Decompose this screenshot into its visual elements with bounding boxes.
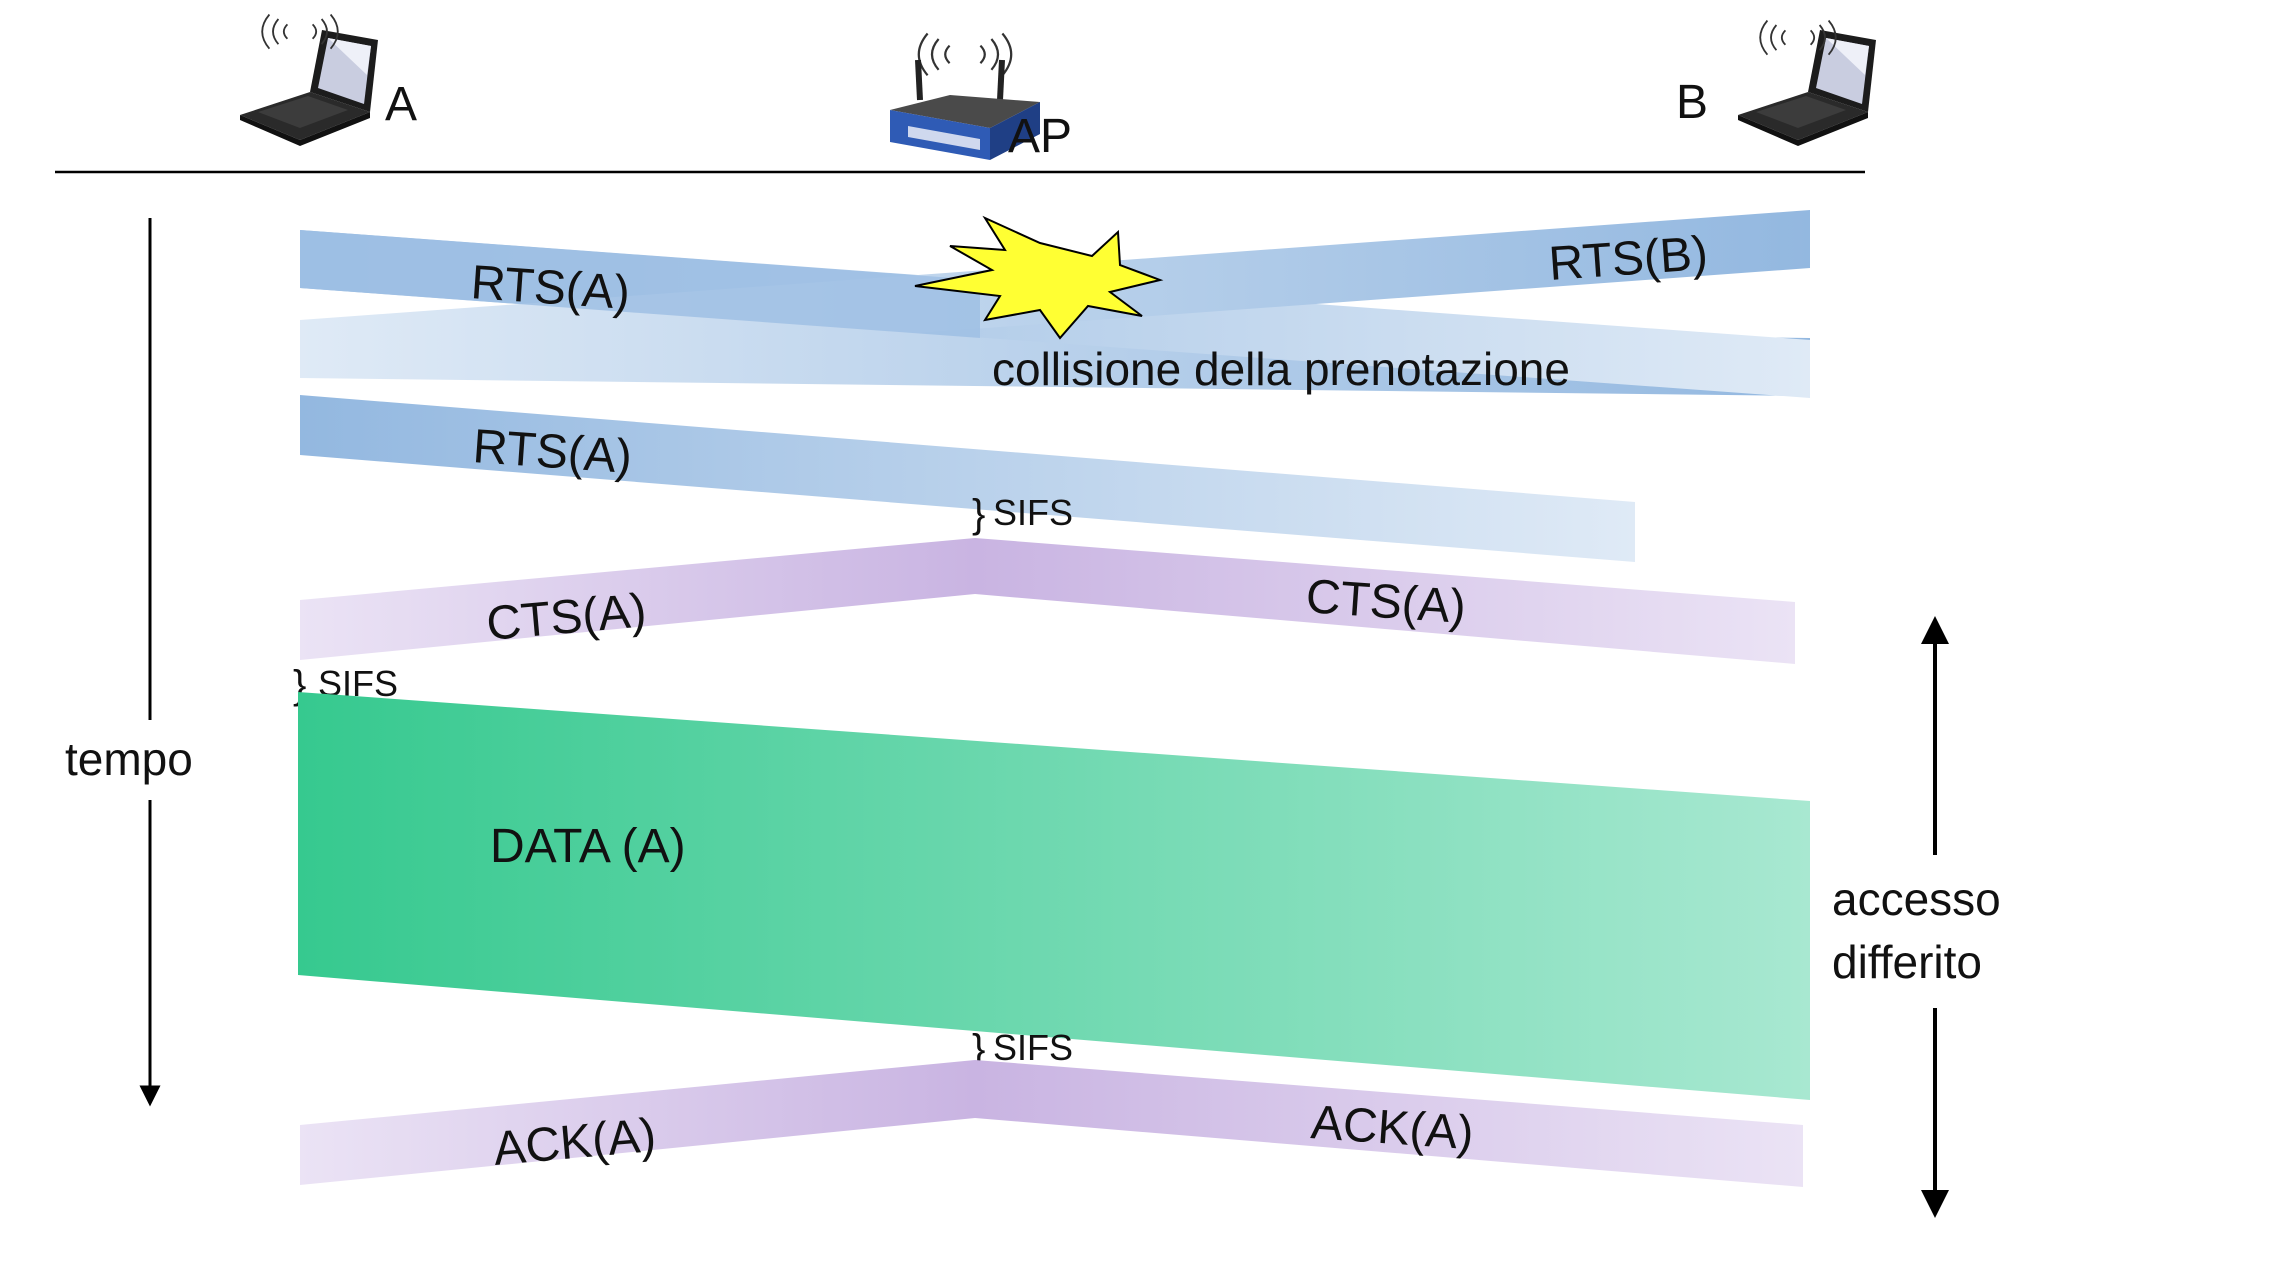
access-point-label: AP: [1008, 110, 1072, 163]
collision-burst-icon: [914, 215, 1164, 340]
cts-label-right: CTS(A): [1304, 570, 1467, 634]
laptop-b-icon: [1738, 19, 1876, 146]
station-a-label: A: [385, 78, 417, 131]
station-a: A: [240, 13, 417, 146]
cts-band-left: [300, 538, 975, 660]
time-axis-label: tempo: [65, 733, 193, 785]
sifs-label-3: SIFS: [993, 1027, 1073, 1068]
ack-band-right: [975, 1060, 1803, 1187]
access-point: AP: [890, 32, 1072, 163]
deferred-access-label-line2: differito: [1832, 936, 1982, 988]
cts-band-right: [975, 538, 1795, 664]
sifs-label-1: SIFS: [993, 492, 1073, 533]
rts-a-band-strip: [300, 230, 980, 338]
rts-a-label-1: RTS(A): [469, 256, 631, 320]
station-b-label: B: [1676, 76, 1708, 129]
data-label: DATA (A): [490, 820, 686, 873]
data-band: [298, 692, 1810, 1100]
ack-band-left: [300, 1060, 975, 1185]
rts-b-label: RTS(B): [1547, 227, 1709, 291]
router-icon: [890, 32, 1040, 160]
deferred-access-label-line1: accesso: [1832, 873, 2001, 925]
sifs-brace-3: }: [972, 1027, 985, 1071]
ack-label-right: ACK(A): [1309, 1096, 1475, 1160]
laptop-a-icon: [240, 13, 378, 146]
station-b: B: [1676, 19, 1876, 146]
collision-label: collisione della prenotazione: [992, 343, 1570, 395]
sifs-brace-1: }: [972, 492, 985, 536]
rts-a-band-2: [300, 395, 1635, 562]
rts-a-label-2: RTS(A): [471, 420, 633, 484]
